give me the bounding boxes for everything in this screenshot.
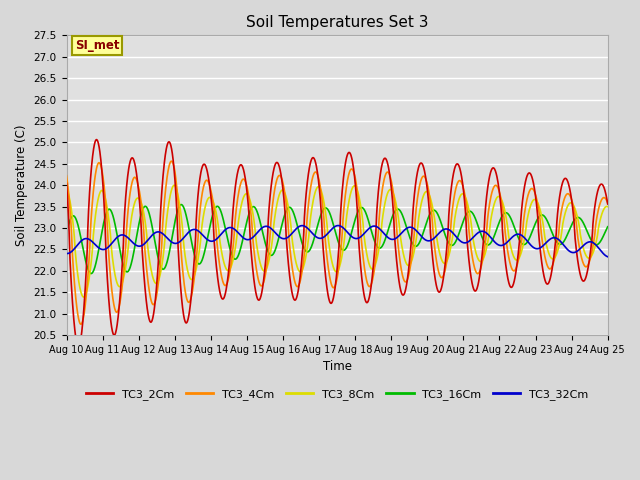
TC3_32Cm	[365, 226, 372, 232]
TC3_8Cm	[556, 237, 564, 243]
TC3_16Cm	[365, 219, 372, 225]
TC3_32Cm	[353, 236, 360, 241]
Text: SI_met: SI_met	[75, 39, 119, 52]
TC3_2Cm	[572, 238, 579, 244]
Line: TC3_16Cm: TC3_16Cm	[67, 204, 608, 274]
Line: TC3_2Cm: TC3_2Cm	[67, 140, 608, 347]
TC3_4Cm	[214, 249, 222, 254]
TC3_8Cm	[170, 182, 178, 188]
TC3_4Cm	[365, 283, 372, 289]
TC3_8Cm	[365, 260, 372, 266]
TC3_32Cm	[214, 235, 221, 241]
TC3_16Cm	[556, 241, 564, 247]
X-axis label: Time: Time	[323, 360, 351, 373]
TC3_4Cm	[604, 200, 612, 206]
TC3_2Cm	[604, 201, 612, 207]
Line: TC3_4Cm: TC3_4Cm	[67, 161, 608, 324]
TC3_4Cm	[168, 158, 175, 164]
TC3_16Cm	[177, 202, 185, 207]
TC3_4Cm	[495, 187, 502, 192]
TC3_16Cm	[604, 224, 612, 229]
TC3_8Cm	[495, 193, 502, 199]
TC3_2Cm	[63, 180, 70, 186]
TC3_32Cm	[572, 250, 579, 255]
TC3_2Cm	[495, 184, 502, 190]
TC3_32Cm	[556, 238, 564, 244]
TC3_8Cm	[80, 294, 88, 300]
Title: Soil Temperatures Set 3: Soil Temperatures Set 3	[246, 15, 428, 30]
TC3_4Cm	[556, 215, 564, 221]
TC3_2Cm	[353, 204, 361, 209]
Y-axis label: Soil Temperature (C): Soil Temperature (C)	[15, 124, 28, 246]
TC3_4Cm	[572, 214, 579, 219]
TC3_8Cm	[214, 220, 222, 226]
TC3_32Cm	[604, 254, 612, 260]
TC3_32Cm	[495, 242, 502, 248]
TC3_16Cm	[63, 230, 70, 236]
TC3_32Cm	[334, 223, 342, 228]
TC3_16Cm	[572, 216, 579, 222]
Line: TC3_8Cm: TC3_8Cm	[67, 185, 608, 297]
TC3_2Cm	[365, 296, 372, 302]
TC3_16Cm	[87, 271, 95, 276]
Legend: TC3_2Cm, TC3_4Cm, TC3_8Cm, TC3_16Cm, TC3_32Cm: TC3_2Cm, TC3_4Cm, TC3_8Cm, TC3_16Cm, TC3…	[81, 384, 593, 404]
TC3_32Cm	[63, 251, 70, 256]
TC3_16Cm	[214, 204, 222, 209]
TC3_8Cm	[604, 204, 612, 210]
TC3_16Cm	[353, 211, 361, 216]
TC3_2Cm	[556, 190, 564, 195]
Line: TC3_32Cm: TC3_32Cm	[67, 226, 608, 257]
TC3_4Cm	[77, 321, 84, 327]
TC3_8Cm	[572, 207, 579, 213]
TC3_8Cm	[353, 187, 361, 192]
TC3_8Cm	[63, 187, 70, 192]
TC3_4Cm	[63, 173, 70, 179]
TC3_16Cm	[495, 221, 502, 227]
TC3_4Cm	[353, 186, 361, 192]
TC3_2Cm	[214, 277, 222, 283]
TC3_2Cm	[93, 137, 100, 143]
TC3_2Cm	[74, 344, 82, 349]
